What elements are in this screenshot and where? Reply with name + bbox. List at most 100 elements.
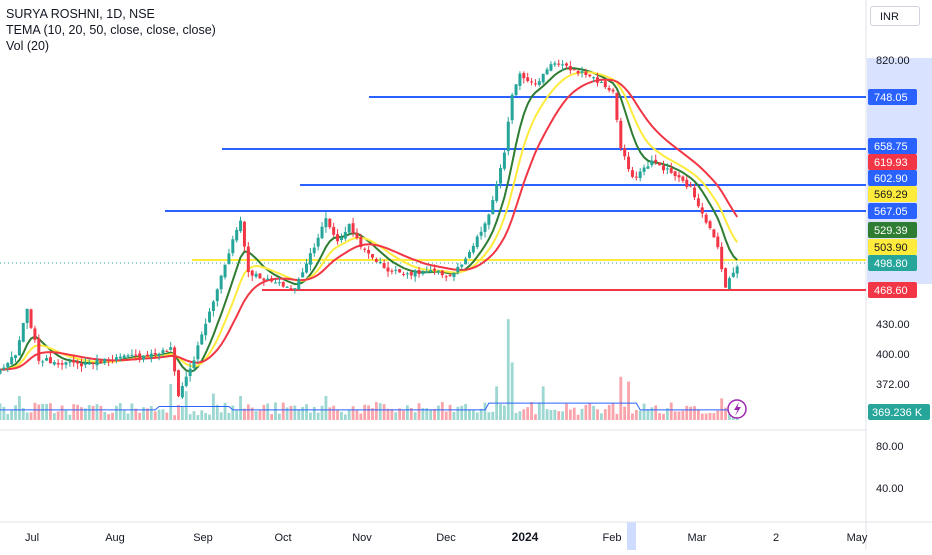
candle-body [452, 272, 456, 278]
candle [436, 270, 440, 275]
candle [506, 117, 510, 156]
volume-bar [52, 413, 56, 420]
candle [650, 155, 654, 168]
candle [239, 216, 243, 233]
candle [429, 265, 433, 273]
volume-bar [390, 409, 394, 420]
volume-bar [506, 319, 510, 420]
volume-bar [231, 405, 235, 420]
candle-body [700, 207, 704, 214]
candle [21, 322, 25, 343]
volume-line[interactable]: Vol (20) [6, 39, 50, 53]
volume-bar [107, 414, 111, 420]
candle-body [405, 273, 409, 275]
candle-body [506, 121, 510, 152]
candle [277, 277, 281, 286]
candle-body [526, 77, 530, 82]
candle [165, 349, 169, 352]
volume-bar [243, 408, 246, 420]
candle-body [289, 288, 293, 290]
candle [448, 273, 452, 278]
volume-bar [146, 408, 149, 420]
volume-bar [60, 405, 64, 420]
candle [242, 221, 246, 252]
time-axis-highlight [627, 522, 636, 550]
candle-body [60, 363, 64, 365]
tema-50-line [0, 78, 739, 371]
candle [14, 354, 18, 363]
volume-bar [491, 411, 495, 420]
volume-bar [483, 402, 487, 420]
candle [161, 347, 165, 357]
candle [654, 154, 658, 165]
candle [405, 271, 409, 279]
currency-button[interactable]: INR [870, 6, 920, 26]
volume-bar [518, 411, 522, 420]
candle [273, 278, 277, 284]
volume-bar [720, 398, 724, 420]
candle [382, 259, 386, 269]
volume-bar [565, 403, 568, 420]
candle [646, 161, 650, 169]
candle-body [619, 120, 623, 149]
candle [41, 359, 45, 367]
candle-body [533, 83, 537, 85]
volume-bar [340, 411, 343, 420]
candle-body [305, 263, 309, 273]
candle [456, 263, 460, 275]
candle-body [204, 323, 208, 336]
volume-bar [421, 408, 425, 420]
candle [336, 229, 340, 245]
candle-body [347, 224, 351, 233]
event-marker-icon [727, 399, 747, 419]
volume-bar [293, 405, 297, 420]
candle-body [596, 77, 600, 83]
candle [200, 331, 204, 345]
candle [6, 362, 10, 373]
volume-bar [157, 409, 161, 420]
volume-bar [382, 404, 386, 420]
candle-body [650, 160, 654, 166]
volume-bar [115, 405, 118, 420]
volume-bar [429, 409, 433, 420]
volume-bar [378, 403, 382, 420]
candle-body [460, 264, 464, 267]
candle [301, 267, 305, 278]
candle [370, 253, 374, 260]
volume-bar [277, 413, 281, 420]
volume-bar [215, 404, 219, 420]
candle [227, 248, 231, 265]
volume-bar [642, 403, 646, 420]
volume-bar [394, 412, 398, 420]
candle-body [592, 77, 596, 79]
candle-body [549, 64, 553, 71]
candle-body [215, 289, 219, 302]
volume-bar [568, 409, 572, 420]
volume-bar [646, 409, 650, 420]
candle [681, 175, 685, 183]
symbol-line[interactable]: SURYA ROSHNI, 1D, NSE [6, 7, 155, 21]
candle-body [627, 156, 631, 170]
candle [596, 72, 600, 87]
volume-bar [262, 404, 266, 420]
candle-body [557, 63, 561, 65]
candle [25, 308, 29, 329]
price-label: 602.90 [868, 170, 917, 186]
candle [60, 360, 64, 370]
candle-body [491, 199, 495, 215]
candle-body [111, 360, 115, 362]
candle [700, 202, 704, 218]
indicator-line[interactable]: TEMA (10, 20, 50, close, close, close) [6, 23, 216, 37]
candle-body [281, 281, 285, 287]
candle-body [118, 356, 122, 359]
candle-body [235, 229, 239, 241]
volume-bar [433, 409, 436, 420]
candle [363, 247, 367, 253]
candle-body [440, 270, 444, 276]
volume-label-text: 369.236 K [872, 407, 923, 419]
volume-bar [359, 413, 363, 420]
time-tick-label: Dec [436, 532, 456, 544]
candle-body [103, 358, 107, 363]
candle-body [126, 355, 130, 357]
